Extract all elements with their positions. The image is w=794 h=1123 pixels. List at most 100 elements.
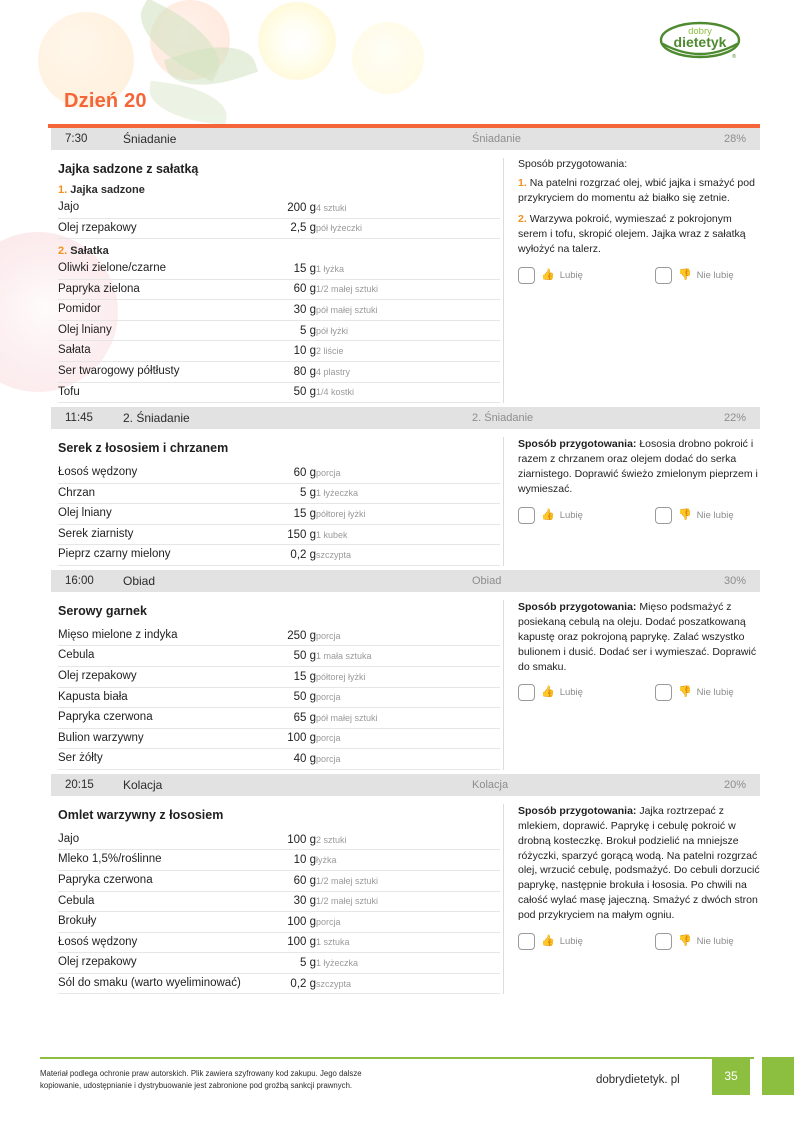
meal-percent: 30%	[723, 574, 746, 587]
dislike-group[interactable]: 👎 Nie lubię	[654, 933, 734, 951]
ingredient-row: Papryka czerwona 60 g 1/2 małej sztuki	[58, 870, 500, 892]
ingredient-quantity: 100 g	[254, 932, 316, 954]
like-group[interactable]: 👍 Lubię	[518, 506, 583, 524]
website-link[interactable]: dobrydietetyk. pl	[596, 1074, 680, 1086]
dislike-checkbox[interactable]	[654, 266, 672, 284]
preparation-column: Sposób przygotowania: Jajka roztrzepać z…	[503, 803, 760, 995]
ingredient-quantity: 100 g	[254, 829, 316, 851]
like-label: Lubię	[559, 687, 583, 699]
ingredient-measure: pół małej sztuki	[316, 299, 500, 321]
like-group[interactable]: 👍 Lubię	[518, 684, 583, 702]
ingredient-quantity: 0,2 g	[254, 544, 316, 566]
ingredient-name: Cebula	[58, 645, 254, 667]
meal-time: 16:00	[65, 574, 94, 587]
ingredient-row: Sól do smaku (warto wyeliminować) 0,2 g sz…	[58, 973, 500, 995]
ingredient-measure: 1/2 małej sztuki	[316, 870, 500, 892]
dislike-group[interactable]: 👎 Nie lubię	[654, 266, 734, 284]
ingredient-name: Olej lniany	[58, 503, 254, 525]
meals-container: 7:30 Śniadanie Śniadanie 28% Jajka sadzone z…	[48, 124, 760, 998]
ingredient-measure: 1/2 małej sztuki	[316, 891, 500, 913]
meal-section: 11:45 2. Śniadanie 2. Śniadanie 22% Serek z …	[48, 407, 760, 570]
ingredient-measure: porcja	[316, 687, 500, 709]
ingredient-quantity: 0,2 g	[254, 973, 316, 995]
ingredient-measure: porcja	[316, 728, 500, 750]
dobry-dietetyk-logo-icon: dobry dietetyk ®	[659, 21, 741, 60]
ingredient-row: Tofu 50 g 1/4 kostki	[58, 382, 500, 404]
preparation-heading: Sposób przygotowania:	[518, 158, 628, 170]
like-group[interactable]: 👍 Lubię	[518, 266, 583, 284]
ingredient-measure: szczypta	[316, 973, 500, 995]
preparation-paragraph: Sposób przygotowania: Mięso podsmażyć z …	[518, 600, 760, 675]
like-checkbox[interactable]	[518, 684, 535, 702]
preparation-column: Sposób przygotowania: 1. Na patelni rozgr…	[503, 158, 760, 404]
ingredient-row: Brokuły 100 g porcja	[58, 911, 500, 933]
ingredient-name: Łosoś wędzony	[58, 463, 254, 484]
like-checkbox[interactable]	[518, 933, 535, 951]
ingredient-row: Pomidor 30 g pół małej sztuki	[58, 299, 500, 321]
ingredient-quantity: 5 g	[254, 483, 316, 505]
dislike-checkbox[interactable]	[654, 506, 672, 524]
copyright-text: Materiał podlega ochronie praw autorskic…	[40, 1068, 500, 1092]
like-checkbox[interactable]	[518, 506, 535, 524]
ingredients-table: Mięso mielone z indyka 250 g porcja Cebula 5…	[58, 625, 500, 770]
rating-row: 👍 Lubię 👎 Nie lubię	[518, 684, 760, 702]
meal-type-label: Obiad	[472, 574, 502, 587]
ingredient-measure: szczypta	[316, 544, 500, 566]
ingredient-measure: porcja	[316, 463, 500, 484]
dish-title: Serek z łososiem i chrzanem	[58, 441, 229, 456]
leaf-icon	[146, 80, 230, 126]
ingredient-row: Papryka czerwona 65 g pół małej sztuki	[58, 707, 500, 729]
ingredient-quantity: 150 g	[254, 524, 316, 546]
dislike-group[interactable]: 👎 Nie lubię	[654, 506, 734, 524]
ingredient-quantity: 10 g	[254, 340, 316, 362]
ingredient-measure: 2 liście	[316, 340, 500, 362]
like-group[interactable]: 👍 Lubię	[518, 933, 583, 951]
ingredient-name: Jajo	[58, 829, 254, 851]
lemon-slice-icon	[258, 2, 336, 80]
brand-logo: dobry dietetyk ®	[654, 14, 746, 66]
ingredient-quantity: 15 g	[254, 259, 316, 280]
ingredient-name: Łosoś wędzony	[58, 932, 254, 954]
ingredient-name: Ser żółty	[58, 748, 254, 770]
ingredient-group-title: 2. Sałatka	[58, 245, 503, 257]
dislike-label: Nie lubię	[696, 509, 734, 521]
ingredient-measure: 1/2 małej sztuki	[316, 279, 500, 301]
logo-main-text: dietetyk	[674, 34, 727, 50]
ingredient-name: Pomidor	[58, 299, 254, 321]
ingredient-measure: porcja	[316, 625, 500, 647]
dislike-group[interactable]: 👎 Nie lubię	[654, 684, 734, 702]
ingredient-quantity: 250 g	[254, 625, 316, 647]
dislike-checkbox[interactable]	[654, 933, 672, 951]
rating-row: 👍 Lubię 👎 Nie lubię	[518, 933, 760, 951]
like-label: Lubię	[559, 936, 583, 948]
meal-body: Serowy garnek Mięso mielone z indyka 250 g…	[48, 592, 760, 774]
meal-type-label: Śniadanie	[472, 133, 521, 145]
meal-name: Śniadanie	[123, 132, 177, 146]
ingredient-row: Mięso mielone z indyka 250 g porcja	[58, 625, 500, 647]
page-number-badge: 35	[712, 1057, 750, 1095]
ingredient-measure: pół łyżki	[316, 320, 500, 342]
ingredient-measure: 4 sztuki	[316, 198, 500, 219]
ingredient-measure: porcja	[316, 911, 500, 933]
ingredient-quantity: 65 g	[254, 707, 316, 729]
meal-header: 11:45 2. Śniadanie 2. Śniadanie 22%	[48, 407, 760, 430]
meal-time: 7:30	[65, 133, 88, 145]
ingredient-row: Pieprz czarny mielony 0,2 g szczypta	[58, 544, 500, 566]
dislike-checkbox[interactable]	[654, 684, 672, 702]
footer-divider	[40, 1057, 754, 1059]
ingredient-measure: 1 łyżeczka	[316, 483, 500, 505]
ingredient-name: Pieprz czarny mielony	[58, 544, 254, 566]
ingredient-name: Sałata	[58, 340, 254, 362]
meal-section: 16:00 Obiad Obiad 30% Serowy garnek Mięso mie…	[48, 569, 760, 774]
meal-percent: 20%	[723, 778, 746, 791]
like-checkbox[interactable]	[518, 266, 535, 284]
ingredient-quantity: 30 g	[254, 299, 316, 321]
